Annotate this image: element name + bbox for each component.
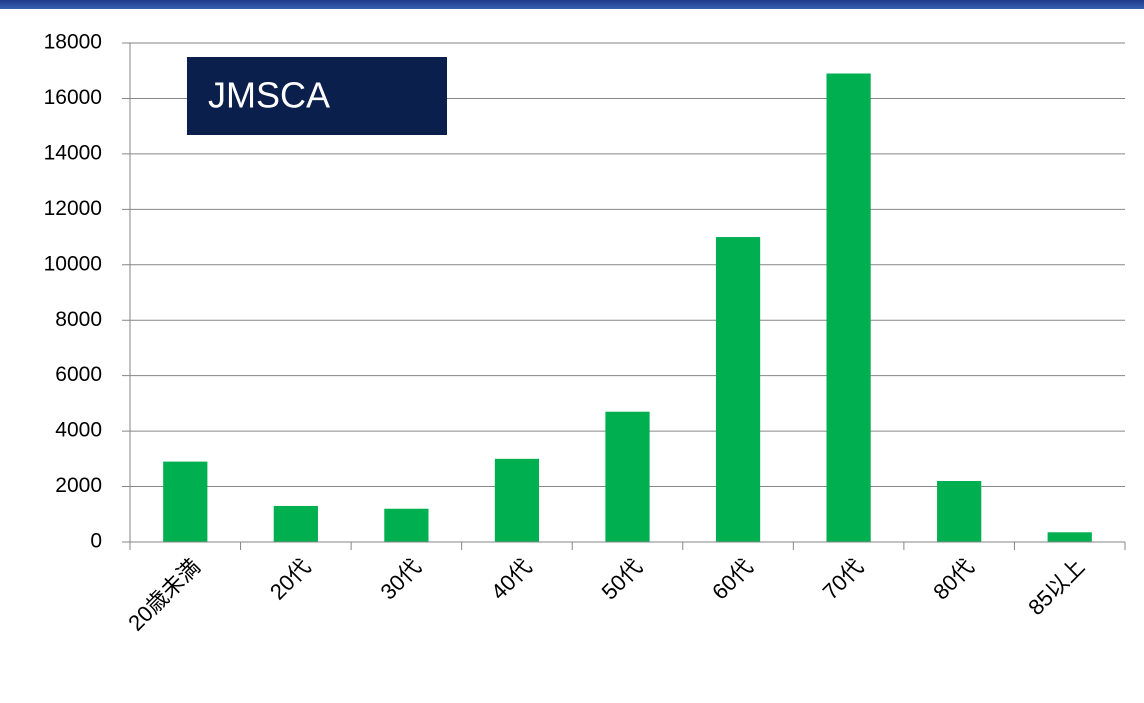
y-tick-label: 14000 [44, 141, 102, 164]
y-tick-label: 10000 [44, 252, 102, 275]
bar [826, 73, 871, 542]
bar [273, 505, 318, 542]
bar [937, 481, 982, 542]
bar [494, 458, 540, 542]
x-tick-label: 85以上 [1023, 554, 1089, 620]
y-tick-label: 16000 [44, 86, 102, 109]
y-tick-label: 2000 [55, 474, 102, 497]
y-tick-label: 12000 [44, 197, 102, 220]
bar [715, 237, 761, 543]
x-tick-label: 40代 [486, 554, 537, 605]
bar [1047, 532, 1092, 542]
y-tick-label: 8000 [55, 308, 102, 331]
bar [605, 411, 650, 542]
y-tick-label: 18000 [44, 31, 102, 54]
x-tick-label: 70代 [818, 554, 869, 605]
x-tick-label: 20代 [265, 554, 316, 605]
bar [163, 461, 208, 542]
header-band [0, 0, 1144, 9]
y-tick-label: 6000 [55, 363, 102, 386]
x-tick-label: 80代 [928, 554, 979, 605]
x-tick-label: 20歳未満 [123, 554, 205, 636]
x-tick-label: 60代 [707, 554, 758, 605]
logo-box [187, 57, 447, 135]
y-tick-label: 4000 [55, 419, 102, 442]
x-tick-label: 30代 [375, 554, 426, 605]
y-tick-label: 0 [90, 530, 102, 553]
bar [384, 508, 429, 542]
logo-text: JMSCA [208, 75, 330, 116]
x-tick-label: 50代 [597, 554, 648, 605]
